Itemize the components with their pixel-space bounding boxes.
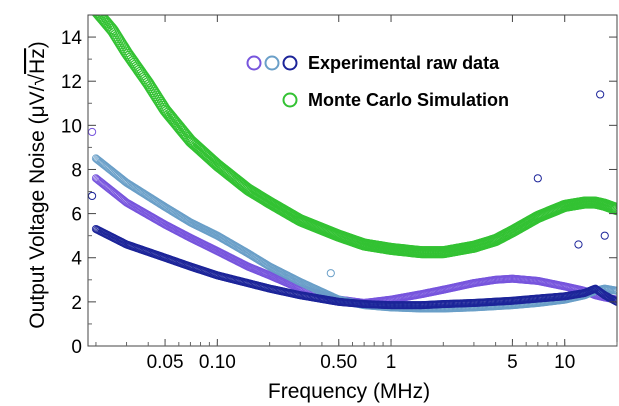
- y-tick-label: 4: [71, 249, 82, 270]
- legend-marker: [264, 55, 280, 71]
- plot-area: [88, 15, 617, 313]
- y-tick-label: 0: [71, 337, 82, 358]
- legend-marker: [246, 55, 262, 71]
- outlier-point: [533, 174, 542, 183]
- series-2: [91, 154, 617, 313]
- y-axis-title-text: Output Voltage Noise (μV/√Hz): [26, 41, 49, 328]
- data-point: [612, 286, 617, 295]
- x-tick-label: 10: [554, 352, 575, 373]
- outlier-point: [596, 90, 605, 99]
- legend-label: Monte Carlo Simulation: [308, 90, 509, 110]
- series-3: [91, 224, 617, 310]
- y-tick-label: 10: [61, 116, 82, 137]
- x-tick-label: 1: [386, 352, 397, 373]
- outlier-point: [88, 127, 97, 137]
- data-point: [91, 15, 101, 17]
- outlier-point: [88, 191, 97, 201]
- y-tick-label: 8: [71, 160, 82, 181]
- y-tick-label: 12: [61, 72, 82, 93]
- outlier-point: [574, 240, 583, 249]
- axes: 0.05 0.10 0.50 1 5 10 0 2 4 6 8 10 12 14: [61, 14, 618, 373]
- series-0: [91, 15, 617, 259]
- legend-marker: [282, 92, 298, 108]
- y-tick-label: 6: [71, 205, 82, 226]
- y-tick-label: 2: [71, 293, 82, 314]
- outlier-point: [600, 231, 609, 240]
- x-tick-label: 5: [507, 352, 518, 373]
- data-point: [611, 297, 617, 306]
- legend-entry: Monte Carlo Simulation: [282, 90, 509, 110]
- x-tick-label: 0.10: [199, 352, 236, 373]
- data-points: [88, 15, 617, 313]
- data-point: [610, 203, 617, 216]
- x-axis-title: Frequency (MHz): [268, 380, 430, 403]
- legend-entry: Experimental raw data: [246, 53, 500, 73]
- x-tick-label: 0.50: [320, 352, 357, 373]
- data-point: [610, 296, 617, 305]
- outlier-point: [326, 269, 335, 278]
- x-tick-label: 0.05: [147, 352, 184, 373]
- y-axis-title: Output Voltage Noise (μV/√Hz): [26, 41, 49, 328]
- legend-marker: [282, 55, 298, 71]
- legend-label: Experimental raw data: [308, 53, 500, 73]
- y-tick-label: 14: [61, 28, 83, 49]
- legend: Experimental raw data Monte Carlo Simulat…: [246, 53, 509, 110]
